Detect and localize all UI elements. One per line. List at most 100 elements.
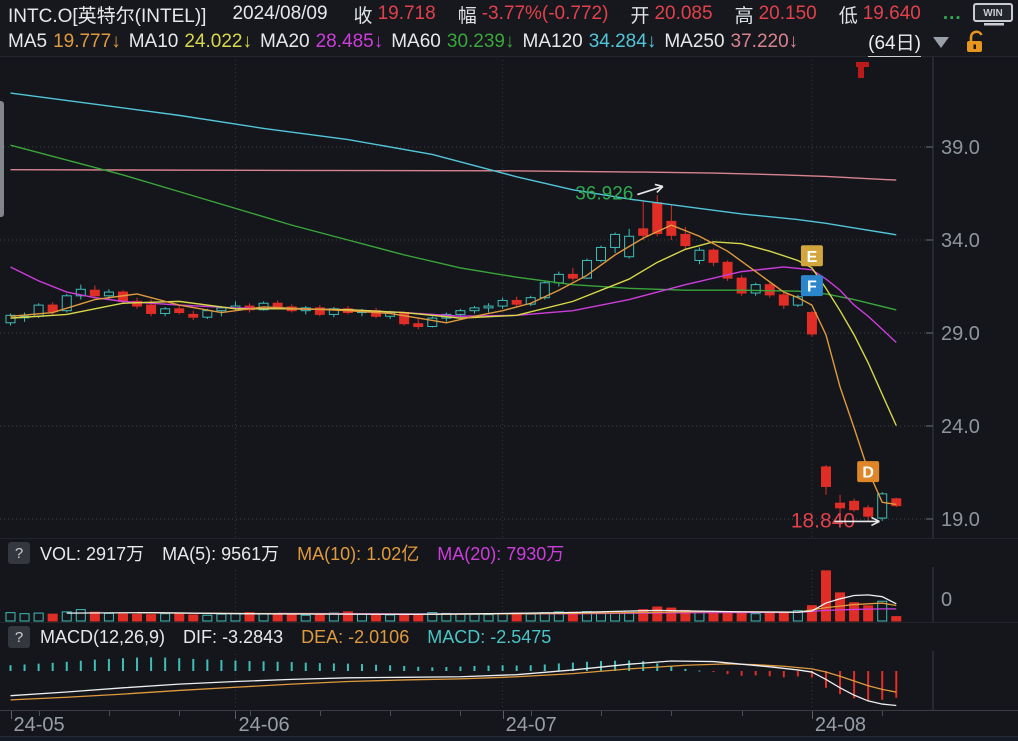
event-marker-E[interactable] xyxy=(800,245,823,267)
quote-date: 2024/08/09 xyxy=(232,3,328,24)
alert-flag-icon xyxy=(856,62,869,78)
main-price-chart[interactable]: 39.0 34.0 29.0 24.0 19.0 36.926 18.840 EF D xyxy=(0,56,1018,538)
help-icon[interactable]: ? xyxy=(8,626,30,648)
period-selector[interactable]: (64日) xyxy=(868,28,949,57)
indicator-label: DIF: xyxy=(183,626,218,647)
event-marker-label: E xyxy=(807,249,818,266)
event-marker-D[interactable] xyxy=(857,461,880,483)
volume-axis-zero-label: 0 xyxy=(941,589,952,611)
ma5-readout: MA5 19.777↓ xyxy=(8,31,121,53)
ma-label: MA60 xyxy=(391,31,441,52)
ma-value: 19.777↓ xyxy=(53,31,121,52)
low-readout: 低 19.640 xyxy=(839,1,921,28)
quote-bar: INTC.O[英特尔(INTEL)] 2024/08/09 收 19.718 幅 -3… xyxy=(0,0,1018,29)
axis-tick xyxy=(530,711,532,716)
ma-label: MA10 xyxy=(128,31,179,52)
ma-label: MA250 xyxy=(664,31,725,52)
high-level-callout: 36.926 xyxy=(575,184,633,205)
axis-month-label: 24-08 xyxy=(814,714,867,736)
vol-readout: VOL: 2917万 xyxy=(40,540,144,566)
win-monitor-icon[interactable]: WIN xyxy=(972,0,1016,28)
macd-header: ? MACD(12,26,9) DIF: -3.2843 DEA: -2.0106… xyxy=(0,622,1018,651)
event-marker-label: F xyxy=(807,279,817,296)
indicator-label: MA(5): xyxy=(162,544,217,564)
symbol-title: INTC.O[英特尔(INTEL)] xyxy=(8,5,207,27)
ma-label: MA5 xyxy=(8,31,48,52)
ma-value: 37.220↓ xyxy=(730,31,799,52)
field-value: 19.640 xyxy=(862,3,921,24)
help-icon[interactable]: ? xyxy=(8,542,30,564)
field-label: 收 xyxy=(353,5,373,27)
field-value: 20.150 xyxy=(758,3,817,24)
indicator-label: MA(10): xyxy=(297,544,362,564)
axis-tick xyxy=(38,711,40,716)
vol_ma10-readout: MA(10): 1.02亿 xyxy=(297,540,419,566)
quote-fields: 收 19.718 幅 -3.77%(-0.772) 开 20.085 高 20.150 低 19.… xyxy=(354,1,943,28)
ma60-readout: MA60 30.239↓ xyxy=(391,31,514,53)
ma250-readout: MA250 37.220↓ xyxy=(664,31,798,53)
volume-header: ? VOL: 2917万 MA(5): 9561万 MA(10): 1.02亿 MA(… xyxy=(0,538,1018,567)
low-level-callout: 18.840 xyxy=(791,509,855,532)
volume-readouts: VOL: 2917万 MA(5): 9561万 MA(10): 1.02亿 MA(20… xyxy=(40,540,582,566)
indicator-value: -2.0106 xyxy=(348,626,410,647)
axis-tick xyxy=(882,711,884,716)
side-panel-handle[interactable] xyxy=(0,101,4,217)
event-marker-label: D xyxy=(862,465,874,482)
axis-month-label: 24-07 xyxy=(505,714,557,736)
open-readout: 开 20.085 xyxy=(630,1,712,28)
macd-readout: MACD: -2.5475 xyxy=(427,627,551,648)
time-axis: 24-05 24-06 24-07 24-08 xyxy=(0,710,1018,737)
indicator-label: DEA: xyxy=(301,626,344,647)
indicator-value: 2917万 xyxy=(86,544,145,564)
axis-month-label: 24-06 xyxy=(238,714,290,736)
field-value: 20.085 xyxy=(654,3,713,24)
vol_ma20-readout: MA(20): 7930万 xyxy=(437,540,564,566)
indicator-value: -3.2843 xyxy=(222,626,284,647)
more-ellipsis: ... xyxy=(942,3,962,24)
ma10-readout: MA10 24.022↓ xyxy=(129,31,252,53)
macd_params-readout: MACD(12,26,9) xyxy=(40,627,165,648)
indicator-label: VOL: xyxy=(40,544,82,564)
ma-label: MA120 xyxy=(522,31,583,52)
field-label: 幅 xyxy=(457,5,477,27)
axis-month-tick xyxy=(502,711,504,719)
macd-readouts: MACD(12,26,9) DIF: -3.2843 DEA: -2.0106 MA… xyxy=(40,627,569,648)
axis-tick xyxy=(741,711,743,716)
price-axis-label: 24.0 xyxy=(941,416,980,438)
volume-chart[interactable]: 0 xyxy=(0,566,1018,622)
ma-indicator-bar: MA5 19.777↓ MA10 24.022↓ MA20 28.485↓ MA60 30.2… xyxy=(0,28,1018,57)
high-readout: 高 20.150 xyxy=(735,1,817,28)
field-label: 低 xyxy=(838,5,858,27)
indicator-label: MACD: xyxy=(427,626,486,647)
axis-tick xyxy=(108,711,110,716)
axis-month-tick xyxy=(235,711,237,719)
indicator-value: 7930万 xyxy=(506,544,565,564)
macd-chart[interactable] xyxy=(0,650,1018,710)
ma-value: 30.239↓ xyxy=(446,31,515,52)
axis-month-tick xyxy=(10,711,12,719)
dea-readout: DEA: -2.0106 xyxy=(301,627,409,648)
ma-value: 28.485↓ xyxy=(315,31,384,52)
axis-month-tick xyxy=(811,711,813,719)
ma-value: 34.284↓ xyxy=(588,31,657,52)
event-marker-F[interactable] xyxy=(800,275,823,297)
change-readout: 幅 -3.77%(-0.772) xyxy=(458,1,609,28)
indicator-value: 1.02亿 xyxy=(366,544,420,564)
ma-label: MA20 xyxy=(259,31,310,52)
axis-tick xyxy=(460,711,462,716)
indicator-value: 9561万 xyxy=(221,544,280,564)
chevron-down-icon[interactable] xyxy=(932,36,949,48)
indicator-value: -2.5475 xyxy=(490,626,552,647)
bottom-divider xyxy=(0,736,1018,741)
ma20-readout: MA20 28.485↓ xyxy=(260,31,383,53)
axis-month-label: 24-05 xyxy=(13,714,65,736)
unlock-icon[interactable] xyxy=(963,29,993,55)
price-axis-label: 34.0 xyxy=(941,230,980,252)
axis-tick xyxy=(390,711,392,716)
axis-tick xyxy=(601,711,603,716)
ma-value: 24.022↓ xyxy=(184,31,252,52)
period-label[interactable]: (64日) xyxy=(868,28,921,57)
axis-tick xyxy=(179,711,181,716)
price-axis-label: 19.0 xyxy=(941,509,980,531)
